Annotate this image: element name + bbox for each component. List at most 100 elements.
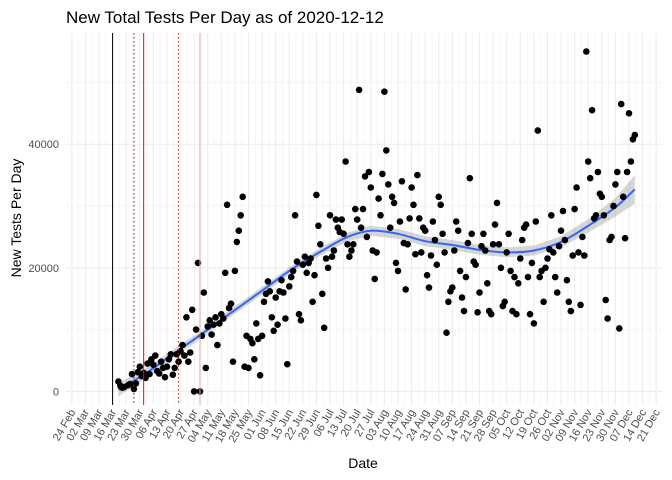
data-point	[237, 212, 244, 219]
data-point	[286, 283, 293, 290]
data-point	[555, 242, 563, 250]
data-point	[373, 249, 380, 256]
data-point	[171, 364, 178, 372]
data-point	[245, 364, 252, 372]
data-point	[402, 286, 410, 293]
data-point	[183, 314, 190, 321]
data-point	[278, 276, 285, 284]
data-point	[616, 325, 623, 332]
data-point	[445, 298, 452, 306]
data-point	[476, 289, 483, 296]
data-point	[146, 370, 153, 378]
data-point	[268, 314, 276, 321]
data-point	[559, 207, 567, 215]
data-point	[414, 171, 421, 179]
data-point	[223, 201, 231, 209]
data-point	[583, 48, 590, 55]
y-axis-title: New Tests Per Day	[8, 159, 24, 278]
data-point	[466, 174, 474, 182]
data-point	[157, 358, 165, 366]
data-point	[410, 201, 417, 209]
data-point	[517, 255, 524, 262]
data-point	[229, 358, 237, 366]
data-point	[186, 349, 194, 356]
data-point	[456, 267, 464, 275]
data-point	[563, 276, 571, 284]
grid-minor	[66, 33, 662, 405]
data-point	[487, 310, 495, 318]
data-point	[518, 236, 526, 244]
data-point	[612, 181, 619, 188]
data-point	[464, 239, 472, 247]
data-point	[575, 249, 582, 256]
data-point	[169, 371, 177, 379]
data-point	[324, 264, 332, 272]
data-point	[249, 339, 256, 347]
trend-line-layer	[117, 188, 636, 391]
data-point	[631, 131, 639, 139]
data-point	[557, 227, 565, 234]
data-point	[425, 284, 433, 291]
data-point	[221, 269, 229, 277]
data-point	[264, 278, 272, 285]
data-point	[126, 380, 134, 388]
data-point	[260, 298, 268, 306]
data-point	[551, 273, 559, 281]
data-point	[266, 288, 274, 295]
data-point	[581, 252, 588, 259]
data-point	[167, 351, 175, 358]
data-point	[375, 195, 382, 202]
data-point	[383, 147, 390, 154]
data-point	[396, 218, 404, 225]
data-point	[385, 181, 392, 188]
data-point	[355, 86, 363, 94]
data-point	[155, 370, 163, 377]
data-point	[212, 314, 219, 321]
data-point	[251, 356, 258, 363]
data-point	[338, 216, 346, 223]
data-point	[208, 331, 215, 338]
data-point	[206, 317, 213, 324]
data-point	[239, 193, 246, 201]
data-point	[289, 267, 297, 275]
data-point	[165, 356, 173, 363]
data-point	[462, 273, 470, 281]
data-point	[216, 320, 223, 327]
data-point	[357, 224, 365, 231]
data-point	[427, 252, 435, 259]
data-point	[431, 236, 439, 244]
data-point	[584, 158, 592, 165]
data-point	[210, 321, 217, 329]
data-point	[536, 273, 543, 281]
data-point	[489, 241, 497, 248]
points-layer	[115, 48, 639, 395]
data-point	[526, 310, 534, 318]
data-point	[416, 215, 423, 222]
data-point	[408, 184, 415, 191]
data-point	[577, 301, 584, 309]
data-point	[594, 168, 602, 176]
data-point	[136, 363, 144, 371]
data-point	[429, 218, 437, 225]
data-point	[287, 273, 295, 281]
data-point	[233, 238, 241, 246]
data-point	[497, 264, 505, 272]
chart-title: New Total Tests Per Day as of 2020-12-12	[66, 8, 384, 27]
data-point	[579, 233, 586, 241]
data-point	[423, 271, 431, 279]
data-point	[542, 264, 549, 272]
data-point	[608, 233, 615, 241]
data-point	[398, 178, 406, 185]
data-point	[220, 315, 227, 322]
data-point	[443, 329, 450, 337]
data-point	[530, 320, 538, 327]
data-point	[227, 300, 235, 308]
data-point	[412, 250, 419, 258]
data-point	[352, 205, 359, 213]
data-point	[460, 307, 468, 315]
data-point	[513, 310, 520, 318]
data-point	[532, 218, 540, 225]
data-point	[181, 352, 188, 359]
data-point	[299, 261, 307, 269]
y-tick-label: 40000	[28, 139, 59, 151]
